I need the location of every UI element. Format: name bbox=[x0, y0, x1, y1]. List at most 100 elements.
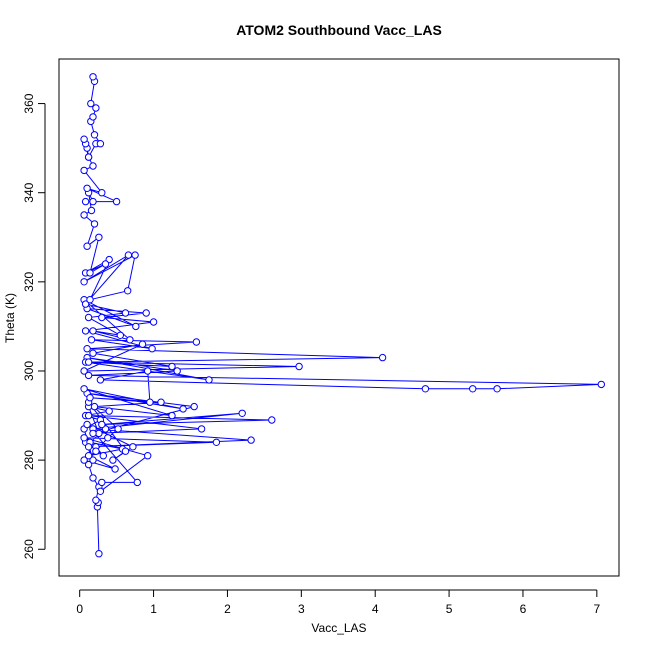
data-point bbox=[87, 99, 95, 108]
data-point bbox=[90, 402, 99, 411]
data-point bbox=[95, 233, 103, 242]
data-point bbox=[98, 420, 106, 429]
data-point bbox=[89, 456, 97, 464]
data-point bbox=[179, 405, 187, 413]
data-point bbox=[116, 331, 125, 339]
data-point bbox=[95, 550, 103, 558]
data-point bbox=[295, 362, 303, 371]
data-point bbox=[597, 380, 605, 389]
data-point bbox=[89, 113, 97, 121]
data-point bbox=[144, 367, 152, 375]
data-point bbox=[83, 242, 91, 250]
data-point bbox=[92, 496, 100, 504]
data-point bbox=[131, 251, 139, 259]
y-axis-title: Theta (K) bbox=[3, 293, 17, 343]
data-point bbox=[109, 456, 117, 464]
data-point bbox=[101, 260, 110, 268]
data-point bbox=[87, 336, 96, 344]
x-tick-label: 7 bbox=[593, 602, 600, 616]
data-point bbox=[126, 336, 134, 344]
y-axis: 260 280 300 320 340 360 bbox=[22, 93, 46, 559]
data-point bbox=[268, 416, 276, 424]
x-tick-label: 5 bbox=[446, 602, 453, 616]
x-tick-label: 3 bbox=[298, 602, 305, 616]
data-point bbox=[80, 456, 88, 464]
data-point bbox=[378, 353, 387, 362]
data-point bbox=[80, 385, 88, 393]
data-point bbox=[98, 478, 106, 487]
data-point bbox=[89, 349, 97, 357]
data-point bbox=[80, 434, 88, 442]
data-point bbox=[138, 340, 147, 348]
data-point bbox=[84, 313, 93, 322]
data-point bbox=[84, 358, 93, 366]
data-point bbox=[112, 197, 121, 206]
data-point bbox=[104, 434, 112, 442]
series-layer bbox=[80, 73, 605, 558]
data-point bbox=[84, 411, 93, 420]
data-point bbox=[90, 131, 99, 139]
data-point bbox=[86, 394, 94, 402]
data-point bbox=[83, 345, 91, 353]
y-tick-label: 300 bbox=[22, 361, 36, 381]
y-tick-label: 320 bbox=[22, 272, 36, 292]
data-point bbox=[121, 309, 130, 317]
data-point bbox=[89, 429, 97, 438]
data-point bbox=[80, 211, 88, 219]
data-point bbox=[80, 278, 88, 286]
data-point bbox=[168, 362, 176, 371]
data-point bbox=[96, 376, 105, 384]
data-point bbox=[421, 385, 430, 393]
data-point bbox=[149, 318, 158, 326]
data-point bbox=[111, 465, 119, 473]
data-point bbox=[124, 251, 133, 259]
data-point bbox=[493, 385, 501, 393]
data-point bbox=[92, 447, 100, 455]
data-point bbox=[148, 345, 156, 353]
data-point bbox=[146, 398, 154, 406]
data-point bbox=[84, 460, 93, 469]
data-point bbox=[87, 206, 96, 215]
data-point bbox=[121, 447, 130, 455]
data-point bbox=[105, 407, 113, 415]
y-tick-label: 260 bbox=[22, 539, 36, 559]
data-point bbox=[90, 220, 99, 228]
data-point bbox=[238, 409, 246, 417]
data-point bbox=[99, 452, 108, 460]
data-point bbox=[92, 104, 100, 112]
data-point bbox=[83, 420, 91, 429]
data-point bbox=[144, 452, 152, 460]
chart-title: ATOM2 Southbound Vacc_LAS bbox=[236, 22, 442, 38]
data-point bbox=[98, 313, 106, 322]
data-point bbox=[89, 197, 97, 206]
y-tick-label: 360 bbox=[22, 93, 36, 113]
data-point bbox=[133, 478, 142, 487]
x-axis: 0 1 2 3 4 5 6 7 bbox=[76, 589, 600, 616]
y-tick-label: 340 bbox=[22, 182, 36, 202]
y-tick-label: 280 bbox=[22, 450, 36, 470]
data-point bbox=[129, 443, 137, 451]
data-point bbox=[86, 296, 94, 304]
data-point bbox=[197, 425, 206, 433]
data-point bbox=[89, 73, 97, 81]
data-point bbox=[81, 327, 90, 335]
x-tick-label: 4 bbox=[372, 602, 379, 616]
data-point bbox=[142, 309, 150, 317]
data-point bbox=[86, 269, 94, 277]
data-point bbox=[89, 474, 97, 482]
x-tick-label: 1 bbox=[150, 602, 157, 616]
data-point bbox=[83, 184, 91, 193]
data-point bbox=[96, 487, 105, 495]
data-point bbox=[192, 338, 201, 346]
data-point bbox=[212, 438, 221, 446]
data-point bbox=[81, 300, 90, 308]
data-point bbox=[205, 376, 213, 384]
data-point bbox=[132, 322, 140, 331]
data-point bbox=[80, 367, 88, 375]
data-point bbox=[84, 153, 93, 161]
data-point bbox=[168, 411, 176, 420]
data-point bbox=[89, 162, 97, 170]
